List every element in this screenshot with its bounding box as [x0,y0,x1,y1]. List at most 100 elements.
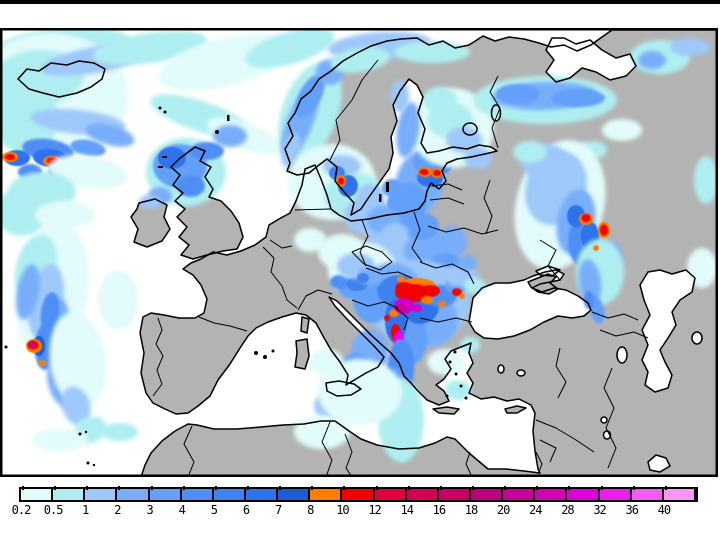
legend-cell [631,489,664,500]
precip-cell [433,170,441,176]
legend-tick [407,486,410,490]
precip-cell [16,264,40,320]
precip-cell [459,255,477,271]
precip-cell [687,248,716,288]
precip-cell [421,296,433,304]
legend-cell [310,489,343,500]
legend-tick [472,486,474,490]
legend-tick-label: 2 [114,503,121,517]
precip-cell [513,141,547,163]
precip-cell [452,288,462,296]
precip-cell [395,282,413,294]
precip-cell [70,139,106,157]
legend-tick [86,486,89,490]
legend-tick-label: 5 [210,503,218,517]
precip-cell [330,47,390,73]
precip-cell [85,123,135,147]
precip-cell [578,259,602,305]
legend-tick-label: 0.2 [11,503,32,517]
legend-tick [632,486,635,490]
legend-tick-label: 4 [178,503,186,517]
legend-tick [343,486,346,490]
legend-tick-label: 16 [432,503,446,517]
legend-cell [406,489,439,500]
legend-tick [311,486,314,490]
precip-cell [551,89,605,107]
precip-cell [61,386,91,426]
precip-cell [584,291,594,309]
precip-cell [438,301,446,307]
precip-cell [391,80,409,112]
precip-cell [445,380,471,400]
legend-tick-label: 6 [242,503,250,517]
legend-tick-label: 24 [529,503,542,517]
legend-cell [213,489,246,500]
precip-cell [357,273,369,283]
precip-cell [338,177,344,185]
precip-cell [294,415,350,449]
legend-tick [536,486,539,490]
precip-cell [330,275,348,289]
map-frame [0,28,718,477]
precip-cell [35,201,95,229]
precip-cell [581,214,591,222]
precip-cell [2,188,48,236]
europe-precipitation-map [0,28,718,477]
legend-cell [438,489,471,500]
legend-cell [503,489,536,500]
precip-cell [49,312,107,408]
legend-tick [118,486,121,490]
precip-cell [318,359,402,425]
legend-cell [663,489,696,500]
legend-tick-label: 12 [368,503,381,517]
precip-cell [102,423,138,441]
small-islands [4,106,468,467]
legend-cell [342,489,375,500]
legend-cell [535,489,568,500]
precip-cell [245,30,335,68]
legend-tick-label: 3 [146,503,153,517]
precip-cell [40,292,60,332]
legend-tick-label: 28 [561,503,574,517]
precip-cell [32,429,88,451]
legend: 0.2 0.5 1 2 3 4 5 6 7 8 10 12 14 16 18 20 24 28 32 36 40 [0,486,720,522]
precip-cell [397,276,405,282]
legend-tick-label: 8 [307,503,314,517]
legend-tick-label: 1 [82,503,89,517]
precip-cell [2,82,58,154]
legend-cell [278,489,311,500]
precip-cell [190,142,224,160]
coastline-layer [17,30,716,475]
precip-cell [670,38,710,56]
precip-cell [158,147,186,169]
legend-tick-label: 40 [657,503,671,517]
precip-cell [295,74,325,118]
legend-cell [470,489,504,500]
precip-cell [459,293,465,299]
legend-tick-label: 0.5 [43,503,64,517]
precip-cell [213,125,247,147]
legend-tick-label: 20 [496,503,510,517]
legend-cell [599,489,632,500]
precip-cell [98,270,138,330]
precip-cell [395,303,407,313]
europe-map-svg [0,28,718,477]
precip-cell [419,169,429,175]
precipitation-layer [2,30,716,462]
precip-cell [412,304,422,312]
legend-cell [85,489,118,500]
precip-cell [5,154,15,160]
legend-tick [150,486,153,490]
precip-cell [309,349,343,375]
legend-tick-label: 36 [625,503,638,517]
legend-cell [245,489,279,500]
legend-tick [22,486,24,490]
precip-cell [38,360,46,366]
precip-cell [464,147,492,169]
legend-tick [664,486,667,490]
legend-tick [439,486,442,490]
legend-tick [375,486,378,490]
legend-tick [247,486,249,490]
precip-cell [396,102,420,158]
precip-cell [464,278,486,294]
